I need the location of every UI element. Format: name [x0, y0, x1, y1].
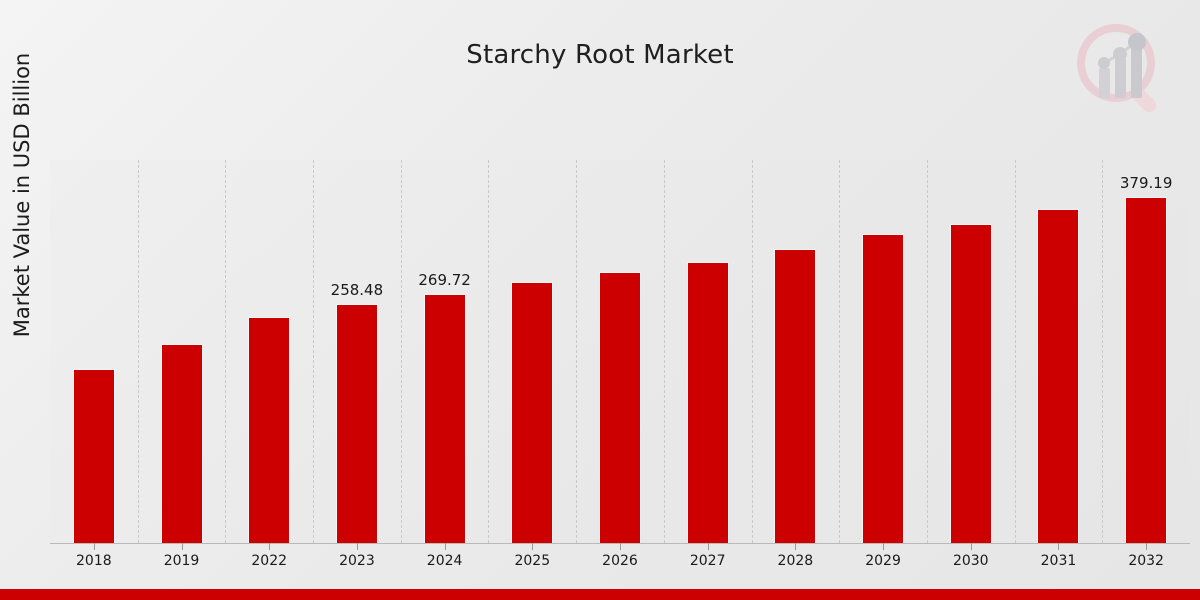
bar-group [839, 160, 927, 543]
x-axis-tick-label: 2018 [76, 553, 112, 569]
bar-group [752, 160, 840, 543]
bar[interactable] [863, 235, 904, 543]
bar-group [576, 160, 664, 543]
x-axis-tick-label: 2031 [1040, 553, 1077, 569]
bar-group [1015, 160, 1103, 543]
x-axis-tick [93, 543, 95, 550]
bar[interactable] [161, 345, 202, 543]
x-axis-tick-label: 2023 [339, 553, 375, 569]
x-axis-tick [269, 543, 271, 550]
bar-chart-icon [1098, 33, 1146, 98]
x-axis-tick-label: 2019 [163, 553, 200, 569]
bar[interactable] [336, 304, 377, 543]
bar[interactable] [775, 250, 816, 543]
x-axis-tick-label: 2030 [952, 553, 989, 569]
bar-group [488, 160, 576, 543]
x-axis-tick [181, 543, 183, 550]
x-axis-tick-label: 2032 [1128, 553, 1164, 569]
x-axis-tick [1146, 543, 1148, 550]
bar[interactable] [249, 317, 290, 543]
bar[interactable] [599, 272, 640, 543]
x-axis-tick [532, 543, 534, 550]
bars-layer: 258.48 269.72 379.19 [50, 160, 1190, 543]
footer-accent-bar [0, 589, 1200, 600]
x-axis-tick-label: 2025 [514, 553, 551, 569]
bar-group [138, 160, 226, 543]
bar[interactable] [512, 283, 553, 543]
bar-value-label: 258.48 [330, 280, 384, 299]
bar[interactable] [73, 370, 114, 543]
x-axis-tick-label: 2029 [865, 553, 901, 569]
x-axis-tick [970, 543, 972, 550]
page-title: Starchy Root Market [466, 40, 734, 70]
y-axis-title: Market Value in USD Billion [10, 52, 34, 338]
bar-group [927, 160, 1015, 543]
bar[interactable] [1038, 209, 1079, 543]
bar[interactable] [950, 224, 991, 543]
plot-area: 258.48 269.72 379.19 [50, 160, 1190, 543]
bar-group: 269.72 [401, 160, 489, 543]
x-axis-tick [620, 543, 621, 550]
bar[interactable] [424, 295, 465, 543]
x-axis-tick-label: 2024 [426, 553, 463, 569]
bar-group [664, 160, 752, 543]
bar[interactable] [687, 262, 728, 543]
x-axis-tick [356, 543, 358, 550]
bar-value-label: 379.19 [1119, 173, 1173, 192]
x-axis-tick [707, 543, 709, 550]
x-axis-tick [444, 543, 446, 550]
bar-value-label: 269.72 [418, 271, 471, 290]
bar-group: 379.19 [1102, 160, 1190, 543]
x-axis-tick-label: 2027 [689, 553, 726, 569]
x-axis-tick-label: 2022 [251, 553, 288, 569]
x-axis-tick [795, 543, 797, 550]
bar-group [225, 160, 313, 543]
x-axis-tick [1058, 543, 1060, 550]
bar-group: 258.48 [313, 160, 401, 543]
bar[interactable] [1126, 197, 1167, 543]
bar-group [50, 160, 138, 543]
x-axis-tick-label: 2026 [602, 553, 638, 569]
brand-logo [1068, 18, 1178, 120]
x-axis-tick [883, 543, 885, 550]
x-axis-tick-label: 2028 [777, 553, 814, 569]
